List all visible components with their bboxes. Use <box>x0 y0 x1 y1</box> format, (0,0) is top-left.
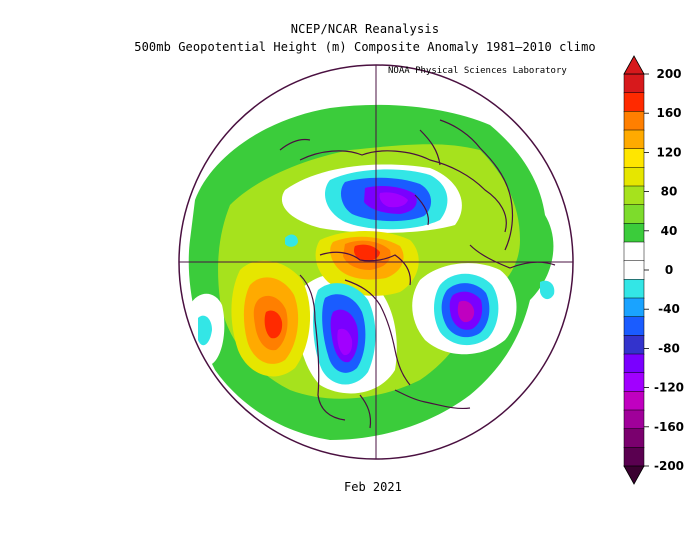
anomaly-siberia-trough-160 <box>379 192 408 208</box>
colorbar-swatch <box>623 409 645 430</box>
colorbar-swatch <box>623 185 645 206</box>
anomaly-pacific-trough-160 <box>337 328 353 356</box>
colorbar-swatch <box>623 372 645 393</box>
colorbar-tick-label: -80 <box>658 341 680 355</box>
colorbar-tick-label: 80 <box>661 185 678 199</box>
anomaly-west-ridge-200 <box>264 310 283 339</box>
colorbar-swatch <box>623 73 645 94</box>
colorbar-swatch <box>623 353 645 374</box>
credit-label: NOAA Physical Sciences Laboratory <box>388 66 567 76</box>
colorbar-swatch <box>623 148 645 169</box>
colorbar-swatch <box>623 92 645 113</box>
anomaly-small-spot-a <box>285 234 298 247</box>
colorbar-swatch <box>623 111 645 131</box>
colorbar-tick-label: 0 <box>665 263 673 277</box>
colorbar-tick-label: -200 <box>654 459 684 473</box>
colorbar-swatch <box>623 241 645 262</box>
colorbar-min-arrow <box>623 465 645 485</box>
colorbar-swatch <box>623 260 645 281</box>
colorbar-swatch <box>623 129 645 150</box>
globe-outline <box>178 64 574 460</box>
chart-subtitle: 500mb Geopotential Height (m) Composite … <box>134 40 596 54</box>
colorbar-swatch <box>623 204 645 225</box>
anomaly-arctic-ridge-200 <box>353 244 380 262</box>
colorbar-tick-label: 120 <box>656 145 681 159</box>
colorbar-swatch <box>623 316 645 337</box>
colorbar-ticks: 200 160 120 80 40 0 -40 -80 -120 -160 -200 <box>644 67 684 473</box>
colorbar-swatch <box>623 279 645 299</box>
date-label: Feb 2021 <box>344 480 402 494</box>
chart-title: NCEP/NCAR Reanalysis <box>290 22 440 36</box>
coastlines <box>279 119 556 429</box>
colorbar-swatch <box>623 297 645 318</box>
colorbar-tick-label: -160 <box>654 420 684 434</box>
anomaly-small-spot-b <box>540 280 555 300</box>
colorbar-tick-label: 160 <box>656 106 681 120</box>
colorbar-tick-label: -40 <box>658 302 680 316</box>
anomaly-small-spot-c <box>198 315 212 346</box>
colorbar-swatch <box>623 428 645 449</box>
colorbar-swatch <box>623 391 645 411</box>
anomaly-europe-trough-160 <box>457 300 475 323</box>
colorbar-swatch <box>623 335 645 355</box>
colorbar-swatch <box>623 223 645 243</box>
colorbar-swatch <box>623 167 645 187</box>
colorbar-tick-label: 200 <box>656 67 681 81</box>
colorbar-tick-label: -120 <box>654 381 684 395</box>
colorbar-swatches <box>623 55 645 485</box>
colorbar-swatch <box>623 447 645 467</box>
colorbar-tick-label: 40 <box>661 224 678 238</box>
colorbar-max-arrow <box>623 55 645 75</box>
